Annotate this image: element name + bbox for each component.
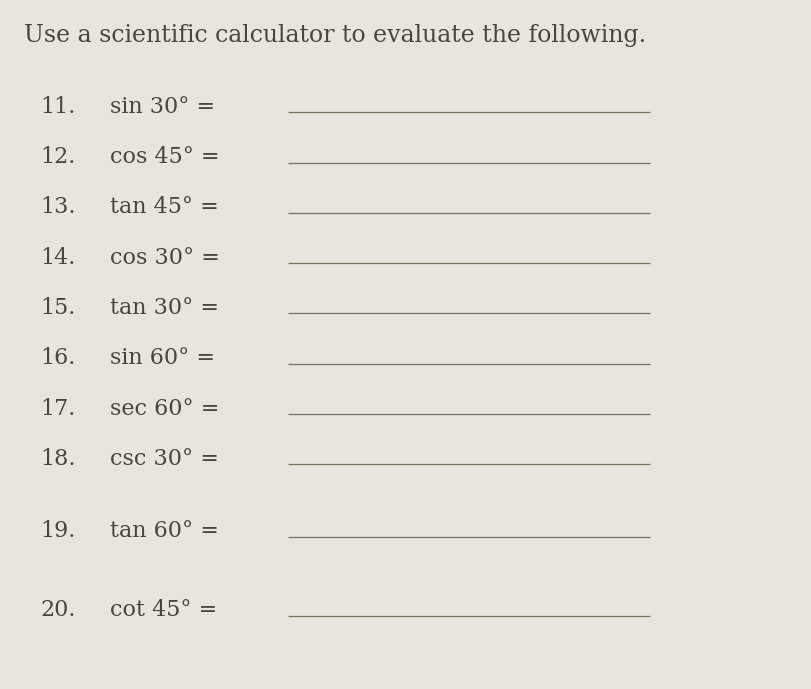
Text: sec 60° =: sec 60° = <box>109 398 219 420</box>
Text: cos 45° =: cos 45° = <box>109 146 219 168</box>
Text: cot 45° =: cot 45° = <box>109 599 217 621</box>
Text: 14.: 14. <box>41 247 76 269</box>
Text: cos 30° =: cos 30° = <box>109 247 219 269</box>
Text: Use a scientific calculator to evaluate the following.: Use a scientific calculator to evaluate … <box>24 24 646 47</box>
Text: 11.: 11. <box>41 96 76 118</box>
Text: tan 45° =: tan 45° = <box>109 196 218 218</box>
Text: 12.: 12. <box>41 146 76 168</box>
Text: sin 30° =: sin 30° = <box>109 96 214 118</box>
Text: 13.: 13. <box>41 196 76 218</box>
Text: 18.: 18. <box>41 448 76 470</box>
Text: sin 60° =: sin 60° = <box>109 347 214 369</box>
Text: tan 60° =: tan 60° = <box>109 520 218 542</box>
Text: 17.: 17. <box>41 398 76 420</box>
Text: csc 30° =: csc 30° = <box>109 448 218 470</box>
Text: 15.: 15. <box>41 297 76 319</box>
Text: 20.: 20. <box>41 599 76 621</box>
Text: 16.: 16. <box>41 347 76 369</box>
Text: tan 30° =: tan 30° = <box>109 297 218 319</box>
Text: 19.: 19. <box>41 520 76 542</box>
